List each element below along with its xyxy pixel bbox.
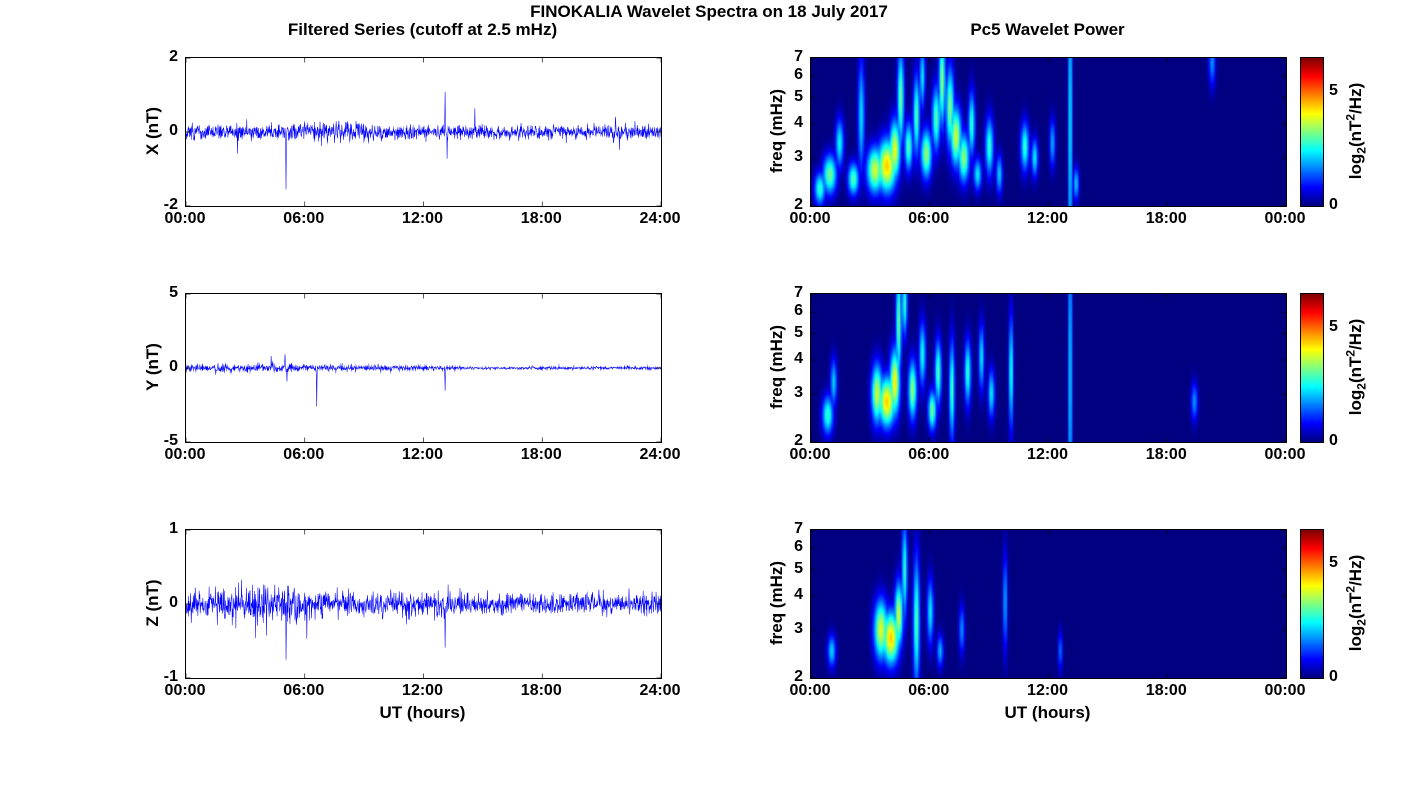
x-tick-label: 18:00	[520, 682, 562, 699]
freq-tick-label: 7	[794, 48, 803, 65]
x-tick-label: 06:00	[908, 446, 950, 463]
z-wavelet-panel	[810, 529, 1287, 679]
freq-tick-label: 3	[794, 620, 803, 638]
freq-tick-label: 7	[794, 520, 803, 537]
x-tick-label: 18:00	[1145, 446, 1187, 463]
right-xlabel: UT (hours)	[1004, 703, 1091, 722]
x-tick-label: 12:00	[1027, 682, 1068, 699]
x-wavelet-panel	[810, 57, 1287, 207]
x-tick-label: 00:00	[1264, 210, 1306, 227]
x-tick-label: 00:00	[1264, 682, 1306, 699]
left-column-title: Filtered Series (cutoff at 2.5 mHz)	[287, 20, 558, 39]
freq-tick-label: 5	[794, 323, 803, 341]
freq-tick-label: 3	[794, 148, 803, 166]
x-tick-label: 06:00	[908, 210, 950, 227]
y-wavelet-canvas	[811, 294, 1286, 442]
x-tick-label: 18:00	[520, 210, 562, 227]
right-column-title: Pc5 Wavelet Power	[970, 20, 1125, 39]
x-series-canvas	[186, 58, 661, 206]
colorbar-tick-label: 5	[1329, 318, 1338, 336]
x-tick-label: 18:00	[1145, 682, 1187, 699]
y-series-panel	[185, 293, 662, 443]
left-xlabel: UT (hours)	[379, 703, 466, 722]
x-tick-label: 00:00	[1264, 446, 1306, 463]
colorbar-tick-label: 5	[1329, 554, 1338, 572]
x-tick-label: 12:00	[1027, 210, 1068, 227]
x-tick-label: 12:00	[1027, 446, 1068, 463]
colorbar-x-canvas	[1301, 58, 1323, 206]
x-tick-label: 06:00	[908, 682, 950, 699]
x-tick-label: 06:00	[283, 210, 325, 227]
freq-tick-label: 4	[794, 586, 803, 604]
freq-tick-label: 4	[794, 350, 803, 368]
y-tick-label: 5	[169, 284, 178, 301]
figure-title: FINOKALIA Wavelet Spectra on 18 July 201…	[530, 2, 888, 21]
colorbar-tick-label: 0	[1329, 432, 1338, 449]
colorbar-z-canvas	[1301, 530, 1323, 678]
x-tick-label: 18:00	[520, 446, 562, 463]
y-tick-label: -1	[163, 668, 178, 685]
x-series-panel	[185, 57, 662, 207]
colorbar-y	[1300, 293, 1324, 443]
x-tick-label: 24:00	[639, 446, 681, 463]
colorbar-z	[1300, 529, 1324, 679]
x-wavelet-canvas	[811, 58, 1286, 206]
x-tick-label: 12:00	[402, 682, 443, 699]
freq-tick-label: 2	[794, 196, 803, 213]
colorbar-tick-label: 5	[1329, 82, 1338, 100]
freq-tick-label: 6	[794, 538, 803, 556]
y-tick-label: -5	[163, 432, 178, 449]
freq-tick-label: 5	[794, 559, 803, 577]
freq-tick-label: 4	[794, 114, 803, 132]
x-tick-label: 06:00	[283, 682, 325, 699]
x-tick-label: 24:00	[639, 210, 681, 227]
x-tick-label: 24:00	[639, 682, 681, 699]
colorbar-tick-label: 0	[1329, 196, 1338, 213]
z-wavelet-canvas	[811, 530, 1286, 678]
colorbar-x	[1300, 57, 1324, 207]
x-tick-label: 00:00	[789, 210, 831, 227]
freq-tick-label: 5	[794, 87, 803, 105]
x-tick-label: 00:00	[789, 446, 831, 463]
freq-tick-label: 6	[794, 302, 803, 320]
y-tick-label: 2	[169, 48, 178, 65]
colorbar-y-canvas	[1301, 294, 1323, 442]
freq-tick-label: 7	[794, 284, 803, 301]
x-tick-label: 00:00	[789, 682, 831, 699]
x-tick-label: 00:00	[164, 210, 206, 227]
freq-tick-label: 3	[794, 384, 803, 402]
colorbar-tick-label: 0	[1329, 668, 1338, 685]
z-series-canvas	[186, 530, 661, 678]
y-tick-label: 0	[169, 122, 178, 139]
freq-tick-label: 2	[794, 432, 803, 449]
x-tick-label: 00:00	[164, 446, 206, 463]
x-tick-label: 00:00	[164, 682, 206, 699]
y-tick-label: 1	[169, 520, 178, 537]
x-tick-label: 12:00	[402, 210, 443, 227]
y-tick-label: -2	[163, 196, 178, 213]
x-tick-label: 18:00	[1145, 210, 1187, 227]
x-tick-label: 06:00	[283, 446, 325, 463]
y-tick-label: 0	[169, 358, 178, 375]
x-tick-label: 12:00	[402, 446, 443, 463]
y-tick-label: 0	[169, 594, 178, 611]
z-series-panel	[185, 529, 662, 679]
y-wavelet-panel	[810, 293, 1287, 443]
freq-tick-label: 6	[794, 66, 803, 84]
y-series-canvas	[186, 294, 661, 442]
freq-tick-label: 2	[794, 668, 803, 685]
